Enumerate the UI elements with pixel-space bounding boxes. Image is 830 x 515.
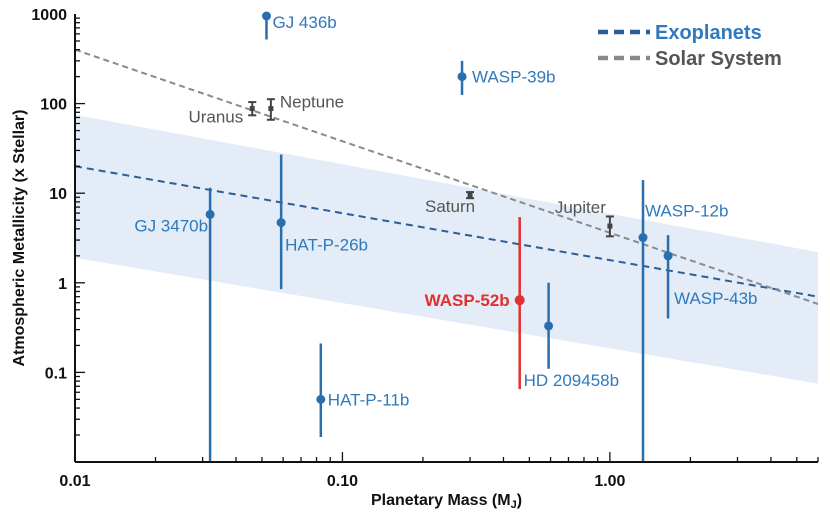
label-saturn: Saturn	[425, 197, 475, 216]
point-hat-p-11b: HAT-P-11b	[316, 343, 410, 438]
point-gj-436b: GJ 436b	[261, 11, 337, 40]
x-tick-label: 0.10	[327, 473, 358, 490]
label-hd-209458b: HD 209458b	[524, 371, 619, 390]
data-points: GJ 436b WASP-39b GJ 3470b HAT-P-26b HAT-P-11…	[134, 11, 758, 462]
label-jupiter: Jupiter	[555, 198, 606, 217]
y-tick-label: 10	[49, 186, 67, 203]
x-tick-label: 0.01	[59, 473, 90, 490]
y-tick-label: 1000	[31, 7, 67, 24]
label-hat-p-26b: HAT-P-26b	[285, 236, 368, 255]
label-wasp-12b: WASP-12b	[645, 202, 728, 221]
legend: Exoplanets Solar System	[598, 22, 782, 70]
point-uranus: Uranus	[188, 101, 257, 127]
point-jupiter: Jupiter	[555, 198, 614, 238]
marker-hat-p-11b	[316, 394, 326, 404]
y-axis-title: Atmospheric Metallicity (x Stellar)	[11, 110, 28, 367]
x-tick-label: 1.00	[594, 473, 625, 490]
marker-uranus	[249, 106, 255, 112]
label-uranus: Uranus	[188, 108, 243, 127]
point-neptune: Neptune	[266, 93, 344, 121]
x-axis-title: Planetary Mass (MJ)	[371, 492, 522, 511]
x-axis-ticks	[74, 452, 819, 462]
point-hd-209458b: HD 209458b	[524, 282, 619, 390]
y-tick-label: 0.1	[45, 365, 67, 382]
solar-system-fit-line	[75, 48, 818, 305]
point-gj-3470b: GJ 3470b	[134, 187, 215, 462]
marker-wasp-43b	[663, 251, 673, 261]
legend-label-exoplanets: Exoplanets	[655, 22, 762, 44]
marker-wasp-12b	[638, 233, 648, 243]
x-axis-title-subscript: J	[511, 499, 517, 511]
y-tick-labels: 0.1 1 10 100 1000	[31, 7, 67, 382]
marker-hat-p-26b	[276, 218, 286, 228]
marker-wasp-52b	[514, 295, 525, 306]
legend-label-solar-system: Solar System	[655, 48, 782, 70]
confidence-band	[75, 114, 818, 384]
point-wasp-43b: WASP-43b	[663, 235, 758, 319]
marker-jupiter	[607, 223, 613, 229]
marker-gj-436b	[261, 11, 271, 21]
label-wasp-43b: WASP-43b	[674, 289, 757, 308]
y-tick-label: 100	[40, 97, 67, 114]
marker-neptune	[268, 106, 274, 112]
label-gj-3470b: GJ 3470b	[134, 216, 208, 235]
marker-saturn	[467, 192, 473, 198]
label-wasp-39b: WASP-39b	[472, 68, 555, 87]
marker-gj-3470b	[205, 209, 215, 219]
label-wasp-52b: WASP-52b	[425, 291, 510, 310]
marker-wasp-39b	[457, 72, 467, 82]
label-neptune: Neptune	[280, 93, 344, 112]
marker-hd-209458b	[544, 321, 554, 331]
x-axis-title-main: Planetary Mass (M	[371, 492, 511, 509]
point-wasp-12b: WASP-12b	[638, 180, 728, 462]
point-saturn: Saturn	[425, 191, 475, 216]
point-hat-p-26b: HAT-P-26b	[276, 154, 368, 290]
y-tick-label: 1	[58, 276, 67, 293]
label-hat-p-11b: HAT-P-11b	[328, 390, 410, 409]
exoplanet-fit-line	[75, 165, 818, 298]
x-tick-labels: 0.01 0.10 1.00	[59, 473, 625, 490]
point-wasp-52b: WASP-52b	[425, 217, 525, 390]
point-wasp-39b: WASP-39b	[457, 60, 556, 95]
x-axis-title-end: )	[517, 492, 522, 509]
label-gj-436b: GJ 436b	[272, 13, 336, 32]
